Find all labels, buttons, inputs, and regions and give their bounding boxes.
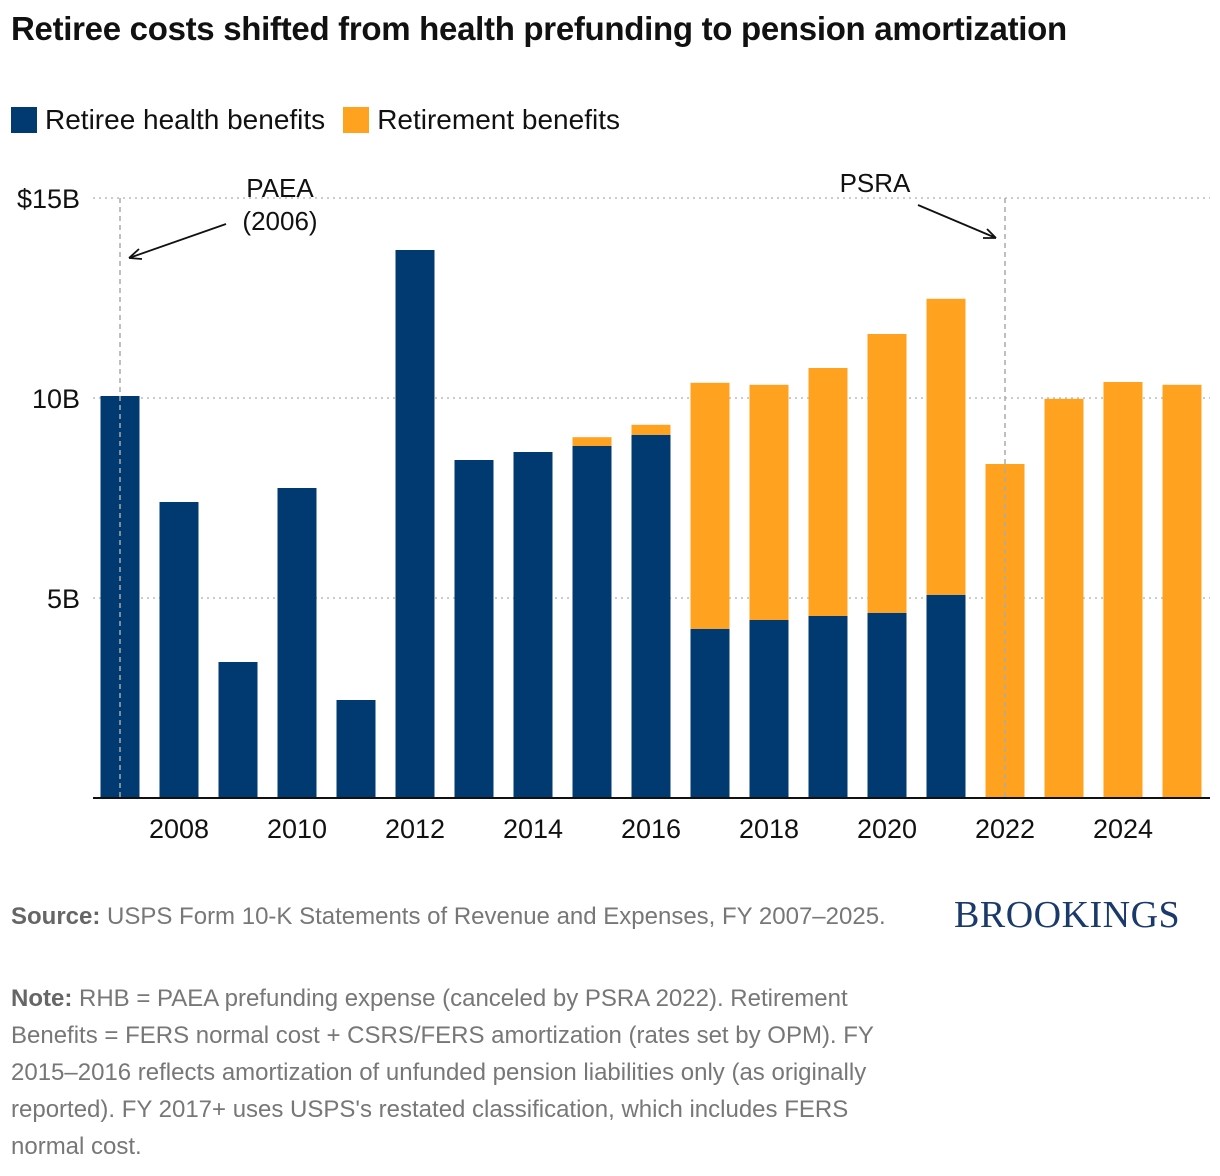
x-tick-label: 2016 <box>621 814 681 844</box>
arrow-paea <box>128 223 227 260</box>
bar-health-2011 <box>336 700 376 798</box>
x-tick-label: 2010 <box>267 814 327 844</box>
bar-retirement-2023 <box>1044 398 1084 798</box>
bar-retirement-2025 <box>1162 384 1202 798</box>
source-text: USPS Form 10-K Statements of Revenue and… <box>107 903 886 930</box>
bar-health-2010 <box>277 488 317 798</box>
bar-health-2009 <box>218 662 258 798</box>
bar-retirement-2019 <box>808 368 848 616</box>
y-tick-label: 10B <box>32 384 80 414</box>
bar-retirement-2024 <box>1103 382 1143 798</box>
bar-health-2016 <box>631 434 671 798</box>
x-tick-label: 2024 <box>1093 814 1153 844</box>
x-tick-label: 2012 <box>385 814 445 844</box>
x-tick-label: 2022 <box>975 814 1035 844</box>
x-tick-label: 2008 <box>149 814 209 844</box>
legend-label-health: Retiree health benefits <box>45 104 326 135</box>
annotation-paea: PAEA <box>246 173 314 203</box>
source-label: Source: <box>11 903 101 930</box>
bar-health-2018 <box>749 620 789 798</box>
bar-retirement-2015 <box>572 437 612 446</box>
legend-label-retirement: Retirement benefits <box>377 104 620 135</box>
bar-retirement-2016 <box>631 424 671 435</box>
y-tick-label: $15B <box>17 184 80 214</box>
x-tick-label: 2018 <box>739 814 799 844</box>
x-tick-label: 2014 <box>503 814 563 844</box>
bar-health-2013 <box>454 460 494 798</box>
legend-item-retirement: Retirement benefits <box>343 104 620 136</box>
plot-area: $15B 10B 5B 2008 2010 2012 2014 2016 2018 2020 202… <box>17 168 1210 844</box>
legend-swatch-health <box>11 107 37 133</box>
annotation-paea-year: (2006) <box>242 206 317 236</box>
bar-health-2019 <box>808 616 848 798</box>
legend-item-health: Retiree health benefits <box>11 104 325 136</box>
legend-swatch-retirement <box>343 107 370 133</box>
bar-retirement-2018 <box>749 384 789 620</box>
brookings-logo: BROOKINGS <box>954 894 1181 936</box>
note-label: Note: <box>11 985 73 1012</box>
bar-health-2021 <box>926 594 966 798</box>
x-tick-label: 2020 <box>857 814 917 844</box>
source-note: Source: USPS Form 10-K Statements of Rev… <box>11 898 891 935</box>
bar-health-2015 <box>572 446 612 798</box>
y-tick-label: 5B <box>47 584 80 614</box>
bar-retirement-2017 <box>690 382 730 629</box>
note-text: RHB = PAEA prefunding expense (canceled … <box>11 985 874 1160</box>
bar-health-2020 <box>867 612 907 798</box>
bar-retirement-2020 <box>867 334 907 613</box>
annotation-psra: PSRA <box>840 168 911 198</box>
legend: Retiree health benefits Retirement benef… <box>11 104 620 136</box>
bar-retirement-2021 <box>926 298 966 595</box>
chart-title: Retiree costs shifted from health prefun… <box>11 10 1067 47</box>
bar-health-2008 <box>159 502 199 798</box>
arrow-psra <box>917 204 997 239</box>
bar-health-2012 <box>395 250 435 798</box>
bar-health-2017 <box>690 628 730 798</box>
note: Note: RHB = PAEA prefunding expense (can… <box>11 980 891 1165</box>
bar-health-2014 <box>513 452 553 798</box>
